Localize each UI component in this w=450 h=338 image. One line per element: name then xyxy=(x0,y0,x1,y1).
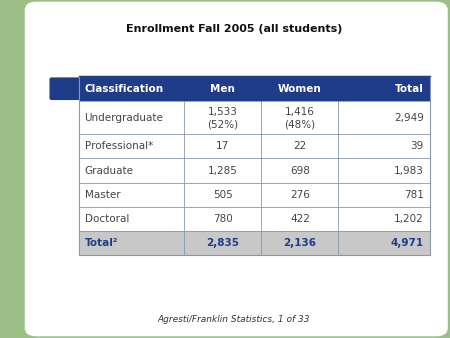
Text: Doctoral: Doctoral xyxy=(85,214,129,224)
Text: 1,983: 1,983 xyxy=(394,166,424,176)
Text: Master: Master xyxy=(85,190,120,200)
Text: 422: 422 xyxy=(290,214,310,224)
Text: Agresti/Franklin Statistics, 1 of 33: Agresti/Franklin Statistics, 1 of 33 xyxy=(158,315,310,324)
Text: 4,971: 4,971 xyxy=(391,238,424,248)
Bar xyxy=(79,159,430,183)
Text: 2,136: 2,136 xyxy=(284,238,316,248)
Text: 276: 276 xyxy=(290,190,310,200)
Text: 39: 39 xyxy=(411,141,424,151)
Bar xyxy=(79,231,430,256)
Text: 17: 17 xyxy=(216,141,230,151)
Text: 780: 780 xyxy=(213,214,233,224)
Bar xyxy=(79,76,430,101)
Text: 1,416
(48%): 1,416 (48%) xyxy=(284,106,315,129)
Bar xyxy=(79,183,430,207)
Text: Undergraduate: Undergraduate xyxy=(85,113,163,123)
Text: 781: 781 xyxy=(404,190,424,200)
Text: 1,202: 1,202 xyxy=(394,214,424,224)
Text: 1,285: 1,285 xyxy=(208,166,238,176)
Text: 22: 22 xyxy=(293,141,306,151)
Bar xyxy=(79,207,430,231)
Text: 2,835: 2,835 xyxy=(206,238,239,248)
Text: Total: Total xyxy=(395,84,424,94)
FancyBboxPatch shape xyxy=(50,77,85,100)
Text: Men: Men xyxy=(210,84,235,94)
Text: Graduate: Graduate xyxy=(85,166,134,176)
FancyBboxPatch shape xyxy=(25,2,448,336)
Text: Women: Women xyxy=(278,84,322,94)
Text: 1,533
(52%): 1,533 (52%) xyxy=(207,106,238,129)
Text: Classification: Classification xyxy=(85,84,164,94)
Text: 698: 698 xyxy=(290,166,310,176)
Text: Enrollment Fall 2005 (all students): Enrollment Fall 2005 (all students) xyxy=(126,24,342,34)
Bar xyxy=(79,76,430,256)
Bar xyxy=(79,101,430,134)
Text: Professional*: Professional* xyxy=(85,141,153,151)
Text: Total²: Total² xyxy=(85,238,118,248)
Text: 505: 505 xyxy=(213,190,233,200)
Text: 2,949: 2,949 xyxy=(394,113,424,123)
Bar xyxy=(79,134,430,159)
